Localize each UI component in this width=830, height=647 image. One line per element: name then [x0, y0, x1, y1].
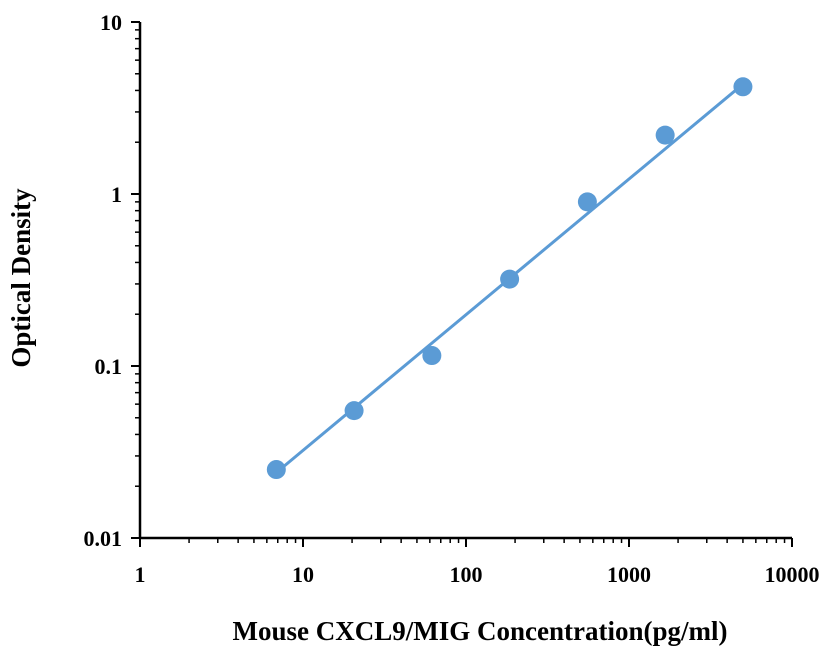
y-tick-label: 0.1: [95, 354, 123, 379]
x-tick-label: 1000: [607, 562, 651, 587]
y-tick-label: 10: [100, 10, 122, 35]
x-tick-label: 1: [135, 562, 146, 587]
data-point: [500, 269, 520, 289]
data-point: [422, 346, 442, 366]
tick-labels: 1 10 100 1000 10000 0.01 0.1 1 10: [84, 10, 820, 587]
data-point: [655, 125, 675, 145]
y-tick-label: 1: [111, 182, 122, 207]
data-point: [266, 460, 286, 480]
axes: [138, 22, 792, 540]
x-tick-label: 10000: [765, 562, 820, 587]
y-axis-title: Optical Density: [6, 188, 36, 368]
data-point: [577, 192, 597, 212]
x-axis-title: Mouse CXCL9/MIG Concentration(pg/ml): [233, 616, 728, 646]
data-points: [266, 77, 753, 480]
data-point: [733, 77, 753, 97]
ticks: [131, 21, 793, 547]
data-point: [344, 401, 364, 421]
y-tick-label: 0.01: [84, 526, 123, 551]
x-tick-label: 100: [450, 562, 483, 587]
x-tick-label: 10: [292, 562, 314, 587]
